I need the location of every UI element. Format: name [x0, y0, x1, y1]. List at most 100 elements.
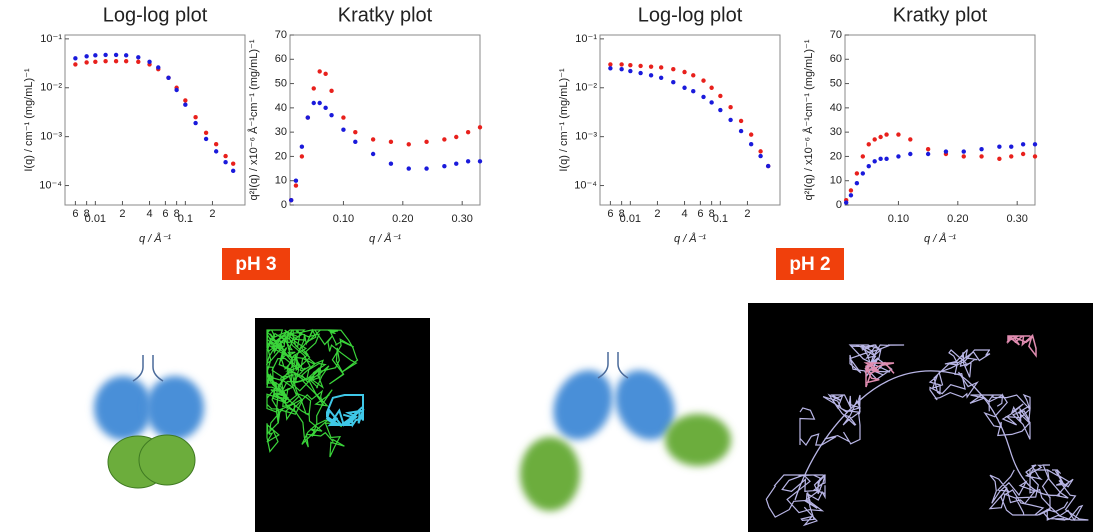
- data-point: [466, 159, 470, 163]
- x-tick-label: 2: [744, 208, 750, 220]
- data-point: [306, 115, 310, 119]
- x-tick-label: 4: [681, 208, 687, 220]
- x-tick-label: 0.10: [888, 213, 909, 225]
- data-point: [649, 64, 653, 68]
- data-point: [872, 137, 876, 141]
- data-point: [908, 152, 912, 156]
- data-point: [671, 67, 675, 71]
- x-tick-label: 2: [209, 208, 215, 220]
- data-point: [728, 118, 732, 122]
- y-tick-label: 10: [275, 175, 287, 187]
- data-point: [93, 53, 97, 57]
- data-point: [166, 76, 170, 80]
- y-tick-label: 0: [281, 199, 287, 211]
- data-point: [884, 132, 888, 136]
- plot-frame: [290, 35, 480, 205]
- data-point: [867, 142, 871, 146]
- data-point: [103, 53, 107, 57]
- y-tick-label: 30: [275, 126, 287, 138]
- data-point: [407, 142, 411, 146]
- data-point: [758, 149, 762, 153]
- data-point: [73, 56, 77, 60]
- data-point: [341, 128, 345, 132]
- data-point: [962, 154, 966, 158]
- data-point: [114, 53, 118, 57]
- x-axis-label: q / Å⁻¹: [924, 232, 956, 245]
- data-point: [1033, 142, 1037, 146]
- data-point: [294, 183, 298, 187]
- data-point: [389, 140, 393, 144]
- data-point: [193, 115, 197, 119]
- ph-label: pH 2: [789, 254, 830, 275]
- data-point: [855, 171, 859, 175]
- data-point: [389, 162, 393, 166]
- data-point: [739, 129, 743, 133]
- y-tick-label: 40: [275, 102, 287, 114]
- data-point: [289, 198, 293, 202]
- data-point: [183, 98, 187, 102]
- y-tick-label: 70: [830, 29, 842, 41]
- chart-title: Log-log plot: [103, 4, 208, 26]
- y-tick-label: 10: [830, 175, 842, 187]
- data-point: [223, 154, 227, 158]
- data-point: [231, 161, 235, 165]
- plot-frame: [845, 35, 1035, 205]
- page: {"chart_data": [ {"type": "scatter", "ti…: [0, 0, 1093, 532]
- x-tick-label: 6: [162, 208, 168, 220]
- data-point: [979, 147, 983, 151]
- data-point: [136, 60, 140, 64]
- y-tick-label: 10⁻⁴: [574, 179, 597, 191]
- y-tick-label: 60: [275, 53, 287, 65]
- data-point: [183, 103, 187, 107]
- data-point: [214, 142, 218, 146]
- x-tick-label: 0.01: [85, 213, 106, 225]
- data-point: [691, 89, 695, 93]
- data-point: [671, 80, 675, 84]
- data-point: [872, 159, 876, 163]
- data-point: [997, 145, 1001, 149]
- data-point: [1009, 154, 1013, 158]
- data-point: [454, 162, 458, 166]
- data-point: [619, 62, 623, 66]
- data-point: [124, 53, 128, 57]
- data-point: [758, 154, 762, 158]
- y-tick-label: 10⁻³: [575, 131, 597, 143]
- x-tick-label: 0.1: [178, 213, 193, 225]
- ph-label: pH 3: [235, 254, 276, 275]
- data-point: [323, 72, 327, 76]
- data-point: [156, 65, 160, 69]
- data-point: [649, 73, 653, 77]
- x-tick-label: 2: [119, 208, 125, 220]
- data-point: [424, 166, 428, 170]
- data-point: [300, 154, 304, 158]
- antibody-cartoon: [94, 355, 204, 488]
- data-point: [709, 100, 713, 104]
- data-point: [638, 71, 642, 75]
- data-point: [884, 157, 888, 161]
- data-point: [638, 64, 642, 68]
- y-tick-label: 70: [275, 29, 287, 41]
- data-point: [608, 66, 612, 70]
- data-point: [73, 62, 77, 66]
- y-tick-label: 60: [830, 53, 842, 65]
- data-point: [739, 119, 743, 123]
- data-point: [466, 130, 470, 134]
- data-point: [353, 140, 357, 144]
- x-tick-label: 0.20: [392, 213, 413, 225]
- data-point: [1033, 154, 1037, 158]
- data-point: [478, 159, 482, 163]
- data-point: [103, 59, 107, 63]
- y-tick-label: 0: [836, 199, 842, 211]
- x-tick-label: 4: [146, 208, 152, 220]
- y-tick-label: 10⁻²: [575, 82, 597, 94]
- data-point: [204, 131, 208, 135]
- y-tick-label: 10⁻³: [40, 131, 62, 143]
- data-point: [114, 59, 118, 63]
- data-point: [329, 89, 333, 93]
- data-point: [867, 164, 871, 168]
- data-point: [442, 164, 446, 168]
- data-point: [454, 135, 458, 139]
- data-point: [701, 95, 705, 99]
- data-point: [317, 69, 321, 73]
- data-point: [1009, 145, 1013, 149]
